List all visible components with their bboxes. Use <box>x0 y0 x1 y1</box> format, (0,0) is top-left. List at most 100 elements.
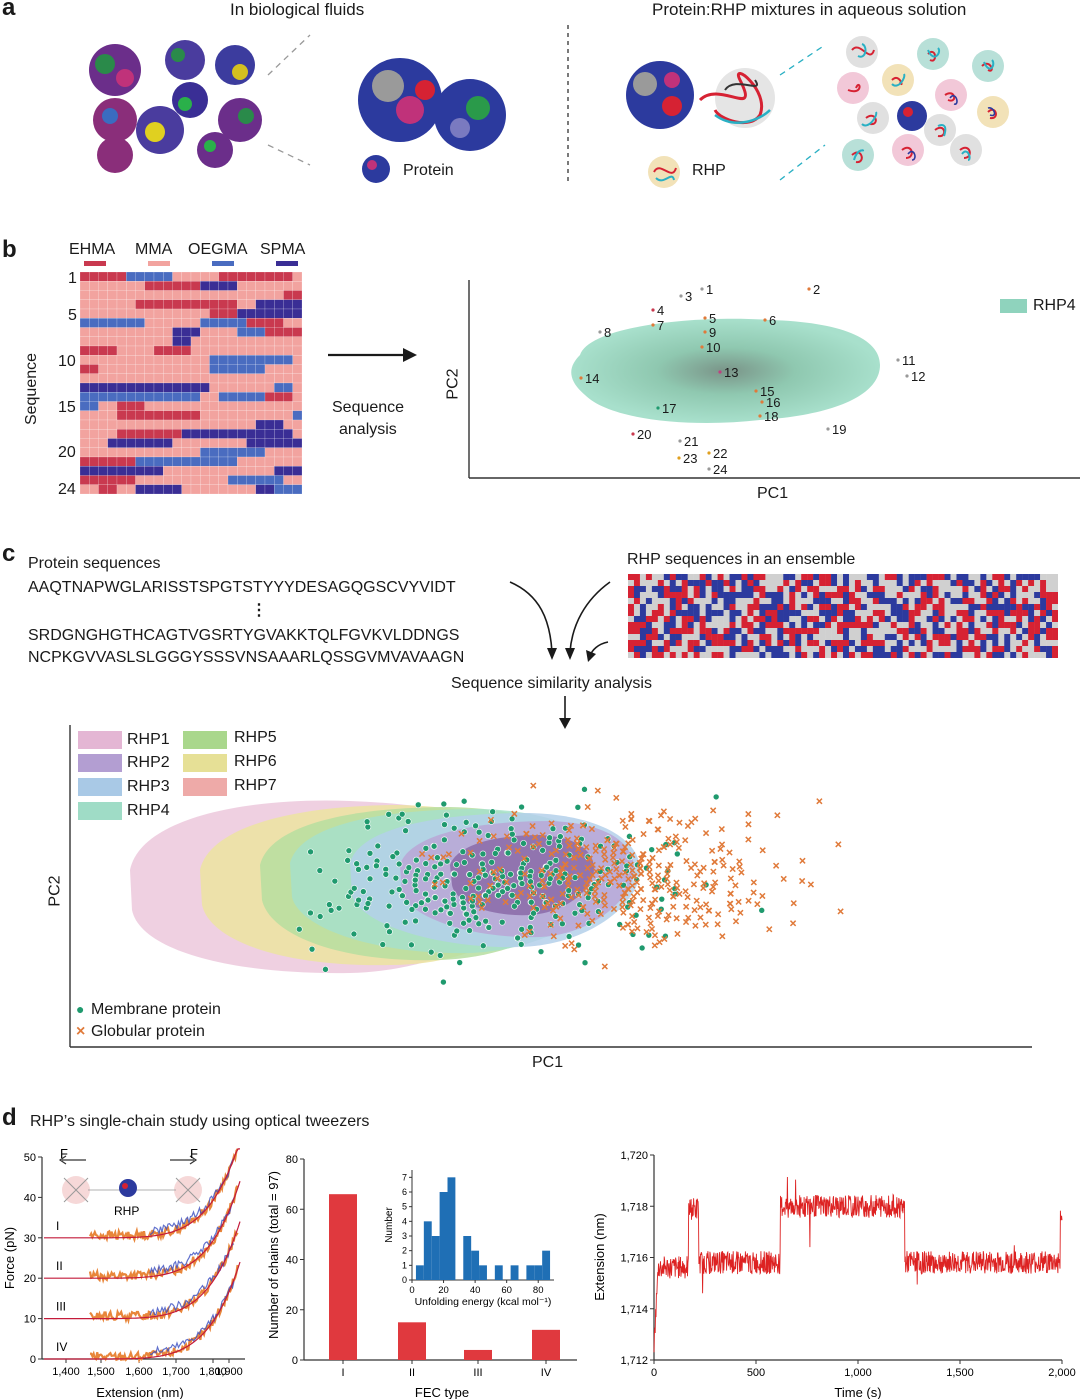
ensemble-cell <box>699 598 706 605</box>
monomer-label-spma: SPMA <box>260 241 306 258</box>
ensemble-cell <box>1010 586 1017 593</box>
heatmap-cell <box>200 281 210 291</box>
membrane-protein-point <box>492 850 499 857</box>
membrane-protein-point <box>674 850 681 858</box>
ensemble-cell <box>747 586 754 593</box>
heatmap-cell <box>116 355 127 365</box>
ensemble-cell <box>837 628 844 635</box>
globular-protein-point <box>490 833 497 840</box>
globular-protein-point <box>629 867 636 874</box>
ensemble-cell <box>890 634 897 641</box>
membrane-protein-point <box>498 918 506 926</box>
ensemble-cell <box>1010 592 1017 599</box>
force-ylabel: Force (pN) <box>2 1227 17 1289</box>
globular-protein-point <box>505 844 513 851</box>
ensemble-cell <box>837 622 844 629</box>
membrane-protein-point <box>364 823 372 831</box>
globular-protein-point <box>646 868 653 876</box>
ensemble-cell <box>771 586 778 593</box>
ensemble-cell <box>878 634 886 641</box>
heatmap-cell <box>135 281 145 291</box>
heatmap-cell <box>237 466 247 476</box>
heatmap-cell <box>144 466 155 476</box>
time-xtick-label: 500 <box>747 1367 765 1379</box>
heatmap-cell <box>255 308 266 319</box>
heatmap-cell <box>264 327 275 337</box>
ensemble-cell <box>795 580 802 587</box>
ensemble-cell <box>705 592 712 599</box>
globular-protein-point <box>565 827 573 834</box>
heatmap-cell <box>153 299 164 310</box>
heatmap-cell <box>107 336 118 347</box>
membrane-protein-point <box>441 897 449 905</box>
force-ytick-label: 40 <box>24 1192 36 1204</box>
globular-protein-point <box>737 909 744 916</box>
ensemble-cell <box>675 616 682 623</box>
ensemble-cell <box>693 592 700 599</box>
heatmap-cell <box>292 382 302 393</box>
ensemble-cell <box>884 604 891 611</box>
ensemble-cell <box>807 628 814 635</box>
heatmap-cell <box>126 308 136 319</box>
ensemble-cell <box>639 610 647 617</box>
ensemble-cell <box>932 586 939 593</box>
ensemble-cell <box>711 622 718 629</box>
ensemble-cell <box>675 592 682 599</box>
ensemble-cell <box>633 592 641 599</box>
heatmap-cell <box>135 272 145 282</box>
ensemble-cell <box>1016 652 1023 658</box>
ensemble-cell <box>884 574 891 581</box>
heatmap-cell <box>135 475 145 485</box>
ensemble-cell <box>1028 604 1035 611</box>
ensemble-cell <box>747 622 754 629</box>
ensemble-cell <box>914 646 921 653</box>
ensemble-cell <box>872 652 880 658</box>
heatmap-cell <box>246 272 256 282</box>
heatmap-cell <box>218 475 229 485</box>
membrane-protein-point <box>363 818 371 825</box>
hist-bar <box>494 1265 503 1280</box>
ensemble-cell <box>962 646 969 653</box>
globular-protein-point <box>586 875 593 883</box>
membrane-protein-point <box>539 847 546 854</box>
heatmap-cell <box>126 456 136 467</box>
ensemble-cell <box>860 592 868 599</box>
ensemble-cell <box>789 598 796 605</box>
ensemble-cell <box>628 640 635 647</box>
ensemble-cell <box>651 640 659 647</box>
heatmap-cell <box>89 484 99 494</box>
heatmap-cell <box>264 299 275 310</box>
heatmap-cell <box>292 272 302 282</box>
ensemble-cell <box>795 652 802 658</box>
ensemble-cell <box>747 652 754 658</box>
pca-b-point-label-3: 3 <box>685 289 692 304</box>
ensemble-cell <box>777 652 784 658</box>
pca-b-point-label-16: 16 <box>766 395 780 410</box>
ensemble-cell <box>777 598 784 605</box>
ensemble-cell <box>926 628 933 635</box>
ensemble-cell <box>747 634 754 641</box>
membrane-protein-point <box>437 870 445 878</box>
globular-protein-point <box>735 898 742 906</box>
ensemble-cell <box>902 640 909 647</box>
membrane-protein-point <box>395 886 403 893</box>
hist-bar <box>471 1250 480 1280</box>
ensemble-cell <box>968 592 975 599</box>
globular-protein-point <box>728 906 735 913</box>
ensemble-cell <box>938 604 945 611</box>
membrane-protein-point <box>450 824 458 832</box>
heatmap-cell <box>274 429 284 439</box>
heatmap-cell <box>190 373 201 384</box>
ensemble-cell <box>944 646 951 653</box>
ensemble-cell <box>890 598 897 605</box>
ensemble-cell <box>699 634 706 641</box>
heatmap-cell <box>144 382 155 393</box>
ensemble-cell <box>789 586 796 593</box>
hist-ylabel: Number <box>384 1207 395 1243</box>
ensemble-cell <box>848 652 856 658</box>
ensemble-cell <box>902 652 909 658</box>
membrane-protein-point <box>411 876 419 884</box>
ensemble-cell <box>914 628 921 635</box>
membrane-protein-point <box>296 925 303 933</box>
hist-ytick-label: 0 <box>402 1275 407 1285</box>
